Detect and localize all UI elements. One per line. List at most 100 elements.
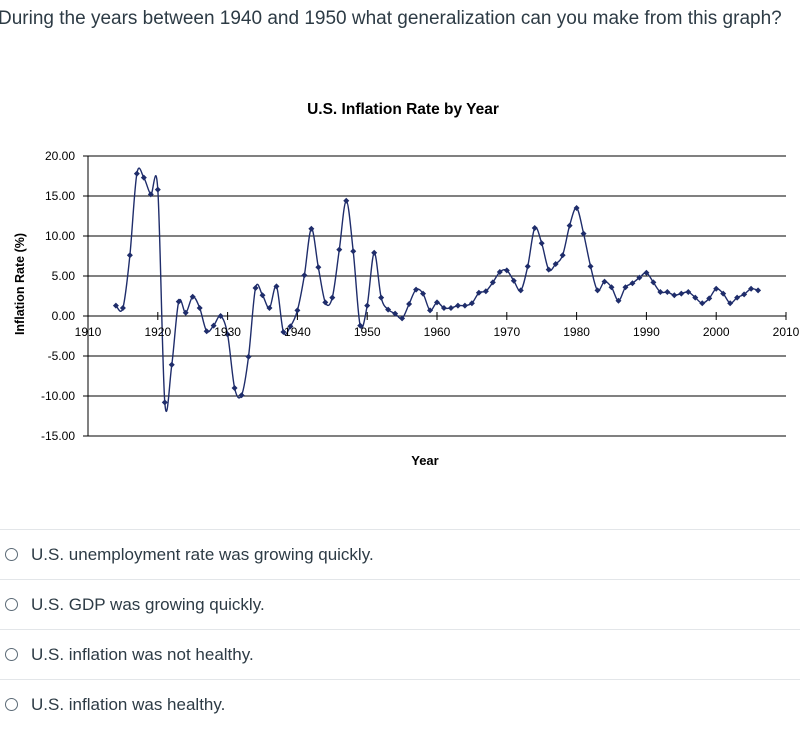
- radio-button-icon[interactable]: [5, 648, 18, 661]
- radio-button-icon[interactable]: [5, 698, 18, 711]
- x-tick-label: 1920: [144, 325, 171, 339]
- data-point: [217, 313, 224, 319]
- data-point: [713, 285, 720, 292]
- data-point: [189, 293, 196, 300]
- x-tick-label: 2010: [773, 325, 800, 339]
- data-point: [615, 297, 622, 304]
- data-point: [594, 287, 601, 294]
- data-point: [559, 252, 566, 259]
- y-tick-label: 0.00: [52, 309, 76, 323]
- answer-option-2[interactable]: U.S. GDP was growing quickly.: [0, 579, 800, 629]
- data-point: [147, 191, 154, 198]
- data-point: [203, 328, 210, 335]
- question-text: During the years between 1940 and 1950 w…: [0, 8, 782, 29]
- data-point: [643, 269, 650, 276]
- y-tick-label: -10.00: [41, 389, 75, 403]
- data-point: [182, 309, 189, 316]
- data-point: [517, 287, 524, 294]
- data-point: [175, 298, 182, 305]
- radio-button-icon[interactable]: [5, 548, 18, 561]
- data-point: [720, 290, 727, 297]
- answer-list: U.S. unemployment rate was growing quick…: [0, 529, 800, 729]
- y-tick-label: -5.00: [48, 349, 76, 363]
- data-point: [741, 291, 748, 298]
- data-point: [503, 267, 510, 274]
- data-point: [482, 288, 489, 295]
- radio-button-icon[interactable]: [5, 598, 18, 611]
- data-point: [454, 302, 461, 309]
- x-tick-label: 1980: [563, 325, 590, 339]
- data-point: [538, 240, 545, 247]
- data-point: [636, 274, 643, 281]
- data-point: [692, 294, 699, 301]
- data-point: [545, 266, 552, 273]
- answer-option-4[interactable]: U.S. inflation was healthy.: [0, 679, 800, 729]
- data-point: [587, 263, 594, 270]
- answer-option-1[interactable]: U.S. unemployment rate was growing quick…: [0, 529, 800, 579]
- data-point: [266, 305, 273, 311]
- data-point: [322, 299, 329, 306]
- x-tick-label: 1930: [214, 325, 241, 339]
- data-point: [133, 170, 140, 177]
- data-point: [664, 289, 671, 295]
- data-point: [329, 294, 336, 301]
- data-point: [399, 315, 406, 322]
- data-point: [650, 279, 657, 286]
- data-point: [580, 230, 587, 237]
- x-tick-label: 1960: [424, 325, 451, 339]
- data-point: [252, 285, 259, 291]
- data-point: [210, 322, 217, 329]
- data-point: [489, 279, 496, 286]
- data-point: [196, 305, 203, 311]
- data-point: [706, 295, 713, 302]
- answer-option-3[interactable]: U.S. inflation was not healthy.: [0, 629, 800, 679]
- data-point: [112, 302, 119, 309]
- x-axis-label: Year: [411, 453, 438, 468]
- data-point: [161, 399, 168, 406]
- data-point: [468, 300, 475, 307]
- data-point: [678, 290, 685, 297]
- data-point: [510, 277, 517, 284]
- data-point: [406, 301, 413, 307]
- y-tick-label: -15.00: [41, 429, 75, 443]
- data-point: [357, 322, 364, 329]
- x-tick-label: 1940: [284, 325, 311, 339]
- data-point: [294, 307, 301, 314]
- data-point: [608, 284, 615, 291]
- y-tick-label: 15.00: [45, 189, 75, 203]
- data-point: [420, 290, 427, 297]
- series-line: [115, 167, 759, 413]
- data-point: [552, 261, 559, 267]
- x-tick-label: 1910: [75, 325, 102, 339]
- inflation-line-chart: U.S. Inflation Rate by Year 20.00 15.00 10.…: [13, 101, 800, 468]
- data-point: [238, 392, 245, 399]
- y-tick-label: 5.00: [52, 269, 76, 283]
- data-point: [287, 323, 294, 330]
- data-point: [245, 353, 252, 360]
- data-point: [434, 299, 440, 306]
- data-point: [392, 310, 399, 317]
- data-point: [259, 292, 266, 299]
- data-point: [364, 302, 371, 309]
- data-point: [273, 283, 280, 290]
- data-point: [734, 294, 741, 301]
- answer-label: U.S. inflation was healthy.: [31, 694, 226, 714]
- data-point: [168, 361, 175, 368]
- chart-labels: U.S. Inflation Rate by Year 20.00 15.00 10.…: [13, 101, 800, 468]
- data-point: [413, 286, 420, 293]
- data-point: [524, 263, 531, 270]
- chart-series: [112, 167, 762, 413]
- data-point: [224, 331, 231, 338]
- data-point: [301, 272, 308, 279]
- x-tick-label: 1950: [354, 325, 381, 339]
- data-point: [657, 289, 664, 295]
- data-point: [315, 264, 322, 271]
- data-point: [755, 287, 762, 294]
- data-point: [119, 305, 126, 311]
- y-tick-label: 10.00: [45, 229, 75, 243]
- data-point: [629, 280, 636, 287]
- data-point: [685, 289, 692, 295]
- data-point: [378, 294, 385, 301]
- data-point: [154, 186, 161, 193]
- data-point: [447, 305, 454, 311]
